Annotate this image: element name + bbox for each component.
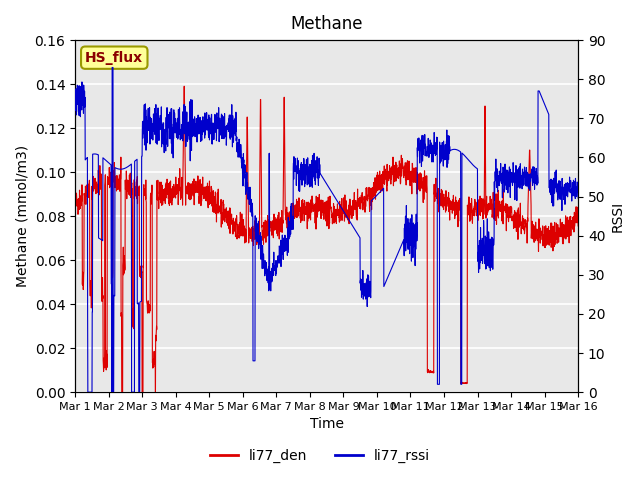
Y-axis label: RSSI: RSSI bbox=[611, 201, 625, 232]
Title: Methane: Methane bbox=[291, 15, 363, 33]
Legend: li77_den, li77_rssi: li77_den, li77_rssi bbox=[204, 443, 436, 468]
X-axis label: Time: Time bbox=[310, 418, 344, 432]
Y-axis label: Methane (mmol/m3): Methane (mmol/m3) bbox=[15, 145, 29, 287]
Text: HS_flux: HS_flux bbox=[85, 51, 143, 65]
